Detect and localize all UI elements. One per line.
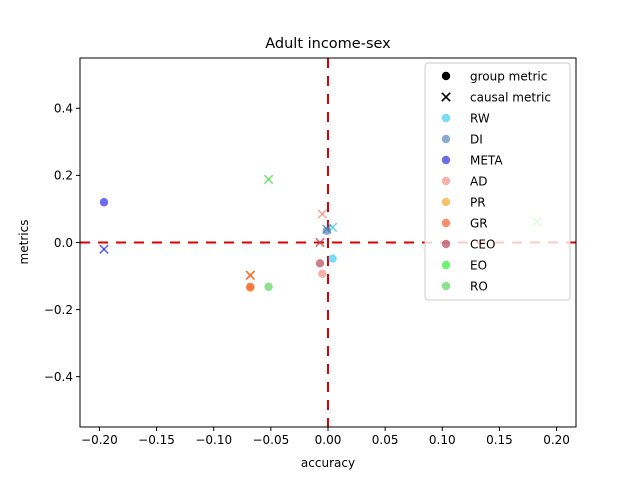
legend-label: RO — [470, 279, 488, 293]
legend-marker-pr — [441, 197, 451, 207]
point-di-group — [322, 226, 332, 235]
point-rw-group — [328, 254, 337, 263]
x-tick-label: 0.05 — [372, 433, 399, 447]
legend-label: META — [470, 153, 503, 167]
point-meta-causal-stroke-b — [99, 244, 109, 254]
point-gr-causal — [245, 270, 256, 281]
legend-label: causal metric — [470, 90, 551, 104]
legend: group metric causal metric RW DI META AD PR GR C… — [424, 62, 571, 301]
point-di-causal — [322, 224, 332, 234]
point-meta-causal — [99, 244, 109, 254]
legend-label: DI — [470, 132, 483, 146]
legend-marker-ad — [441, 176, 451, 186]
legend-marker-di — [441, 134, 451, 144]
legend-marker-gr — [441, 218, 451, 228]
legend-marker-rw — [441, 113, 451, 123]
point-ro-causal — [263, 174, 274, 185]
chart-title: Adult income-sex — [265, 36, 391, 52]
x-tick-label: 0.20 — [543, 433, 570, 447]
x-tick-label: −0.15 — [138, 433, 175, 447]
point-ad-causal-stroke-b — [317, 209, 328, 219]
point-di-causal-stroke-b — [322, 224, 332, 234]
legend-marker-causal-metric — [441, 92, 451, 102]
x-axis-label: accuracy — [301, 456, 355, 470]
axes: −0.20 −0.15 −0.10 −0.05 0.00 0.05 0.10 0.15 0.20… — [44, 57, 577, 447]
point-ceo-group — [315, 259, 325, 268]
legend-box — [424, 62, 571, 301]
y-tick-label: −0.2 — [44, 303, 73, 317]
legend-label: EO — [470, 258, 487, 272]
legend-marker-ceo — [441, 239, 451, 249]
point-ceo-causal-stroke-b — [315, 237, 325, 248]
plot-area — [80, 58, 576, 427]
legend-label: RW — [470, 111, 490, 125]
legend-marker-eo — [441, 260, 451, 270]
x-tick-label: −0.05 — [252, 433, 289, 447]
legend-label: AD — [470, 174, 487, 188]
y-tick-label: −0.4 — [44, 370, 73, 384]
point-ad-group — [318, 269, 327, 278]
legend-marker-meta — [441, 155, 451, 165]
x-tick-label: −0.20 — [81, 433, 118, 447]
point-ad-causal — [317, 209, 328, 219]
y-tick-label: 0.0 — [54, 236, 73, 250]
point-gr-causal-stroke-b — [245, 270, 256, 281]
y-tick-label: 0.2 — [54, 169, 73, 183]
x-tick-label: 0.15 — [486, 433, 513, 447]
point-ceo-causal — [315, 237, 325, 248]
legend-label: GR — [470, 216, 488, 230]
y-axis-label: metrics — [17, 220, 31, 265]
x-tick-label: −0.10 — [195, 433, 232, 447]
legend-marker-group-metric — [441, 71, 451, 81]
y-tick-label: 0.4 — [54, 102, 73, 116]
point-ro-causal-stroke-b — [263, 174, 274, 185]
legend-marker-ro — [441, 281, 451, 291]
x-tick-label: 0.00 — [315, 433, 342, 447]
x-tick-label: 0.10 — [429, 433, 456, 447]
legend-label: group metric — [470, 69, 547, 83]
point-gr-group — [246, 282, 255, 291]
legend-label: CEO — [470, 237, 495, 251]
legend-label: PR — [470, 195, 486, 209]
point-meta-group — [99, 198, 109, 207]
legend-x-stroke-b — [441, 92, 451, 102]
point-ro-group — [264, 282, 273, 291]
